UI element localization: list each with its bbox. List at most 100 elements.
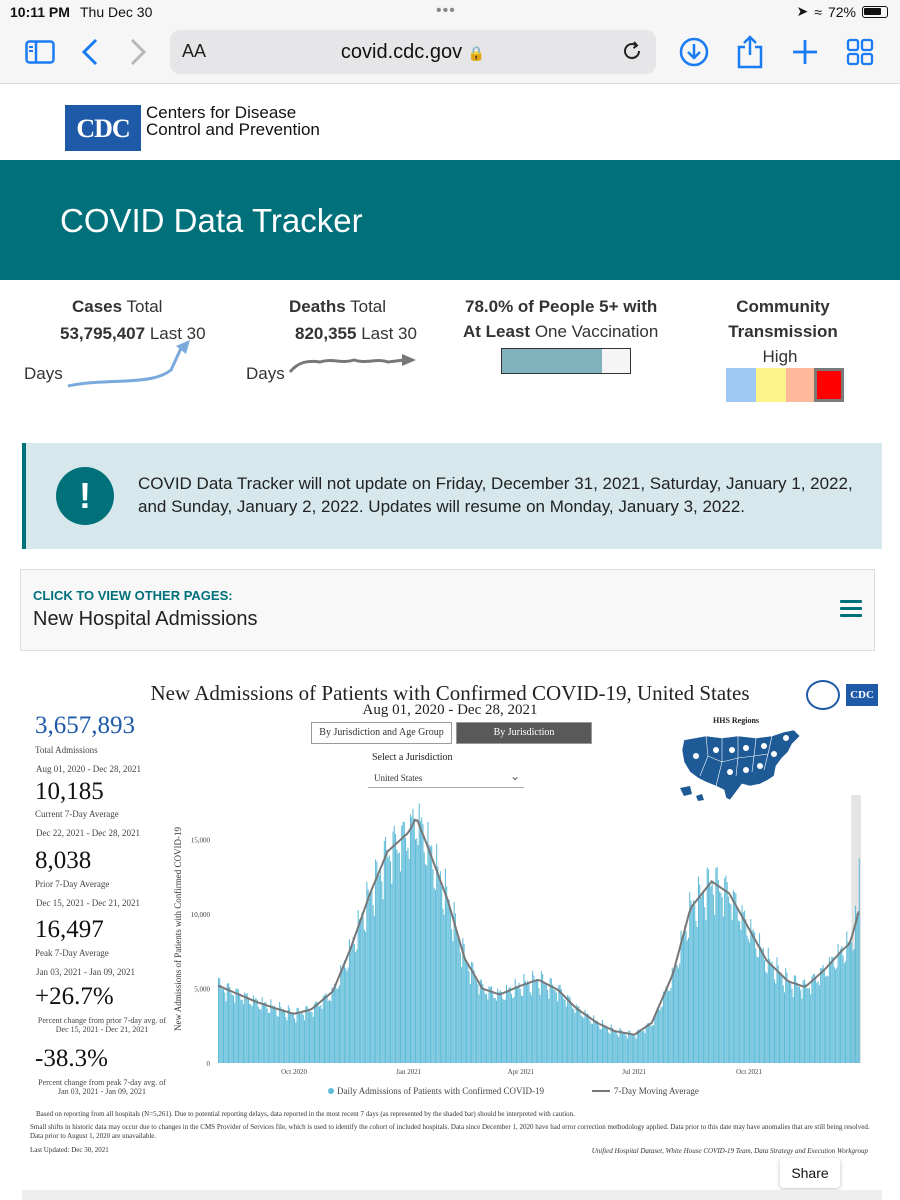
cdc-org-name[interactable]: Centers for Disease Control and Preventi…: [146, 103, 320, 139]
hhs-regions-map[interactable]: [676, 726, 816, 806]
admissions-bar: [715, 868, 717, 1063]
admissions-bar: [362, 916, 364, 1063]
admissions-bar: [476, 981, 478, 1063]
text-size-button[interactable]: AA: [182, 41, 207, 61]
deaths-value[interactable]: 820,355 Last 30: [295, 324, 417, 343]
page-chooser-cta: CLICK TO VIEW OTHER PAGES:: [33, 588, 233, 603]
admissions-bar: [265, 1002, 267, 1063]
jurisdiction-select[interactable]: United States ⌄: [368, 768, 524, 788]
admissions-bar: [650, 1026, 652, 1063]
admissions-bar: [256, 999, 258, 1063]
tab-overview-icon[interactable]: [842, 34, 878, 70]
admissions-bar: [396, 849, 398, 1063]
vaccination-line1[interactable]: 78.0% of People 5+ with: [465, 297, 658, 316]
admissions-bar: [610, 1024, 612, 1063]
admissions-bar: [663, 991, 665, 1063]
new-tab-icon[interactable]: [787, 34, 823, 70]
admissions-bar: [311, 1012, 313, 1063]
admissions-bar: [529, 992, 531, 1063]
stat-date-range: Dec 22, 2021 - Dec 28, 2021: [36, 828, 140, 838]
cdc-logo[interactable]: CDC: [65, 105, 141, 151]
transmission-level-swatch: [786, 368, 814, 402]
vaccination-line2[interactable]: At Least One Vaccination: [463, 322, 659, 341]
share-icon[interactable]: [732, 34, 768, 70]
admissions-bar: [447, 900, 449, 1063]
multitasking-dots-icon[interactable]: •••: [436, 2, 456, 19]
admissions-bar: [446, 886, 448, 1063]
admissions-bar: [677, 968, 680, 1063]
admissions-bar: [508, 987, 510, 1063]
admissions-bar: [831, 956, 833, 1063]
admissions-bar: [472, 962, 474, 1063]
reload-icon[interactable]: [620, 39, 644, 68]
admissions-bar: [229, 987, 231, 1063]
admissions-bar: [363, 929, 365, 1063]
address-bar[interactable]: AA covid.cdc.gov 🔒: [170, 30, 656, 74]
tab-by-jurisdiction[interactable]: By Jurisdiction: [456, 722, 592, 744]
admissions-bar: [438, 875, 440, 1063]
admissions-chart[interactable]: 0 5,000 10,000 15,000 Oct 2020 Jan 2021 Apr 20…: [168, 795, 874, 1110]
admissions-bar: [793, 975, 795, 1063]
admissions-bar: [716, 867, 718, 1063]
admissions-bar: [780, 972, 782, 1063]
deaths-label[interactable]: Deaths Total: [289, 297, 387, 316]
admissions-bar: [519, 988, 521, 1063]
admissions-bar: [558, 984, 560, 1063]
admissions-bar: [575, 1004, 577, 1063]
admissions-bar: [346, 971, 348, 1063]
community-line1[interactable]: Community: [736, 297, 830, 316]
page-chooser[interactable]: CLICK TO VIEW OTHER PAGES: New Hospital …: [20, 569, 875, 651]
admissions-bar: [333, 983, 335, 1063]
admissions-bar: [320, 1005, 322, 1063]
forward-icon[interactable]: [120, 34, 156, 70]
share-button[interactable]: Share: [780, 1158, 840, 1188]
cases-label[interactable]: Cases Total: [72, 297, 163, 316]
deaths-trend-sparkline[interactable]: [288, 350, 420, 380]
admissions-bar: [483, 990, 485, 1063]
admissions-bar: [330, 1001, 332, 1063]
stat-value: 10,185: [35, 778, 104, 805]
page-title: COVID Data Tracker: [60, 202, 363, 239]
admissions-bar: [236, 988, 238, 1063]
admissions-bar: [624, 1032, 626, 1063]
admissions-bar: [341, 968, 343, 1063]
vaccination-progress-bar[interactable]: [501, 348, 631, 374]
community-level: High: [762, 347, 798, 366]
admissions-bar: [326, 996, 328, 1063]
admissions-bar: [737, 920, 739, 1063]
admissions-bar: [392, 831, 394, 1063]
admissions-bar: [766, 973, 768, 1063]
community-line2[interactable]: Transmission: [728, 322, 838, 341]
recent-data-shade: [851, 795, 861, 1063]
admissions-bar: [414, 839, 417, 1063]
sidebar-icon[interactable]: [22, 34, 58, 70]
cases-trend-sparkline[interactable]: [66, 330, 192, 392]
moving-average-line: [217, 818, 860, 1036]
browser-toolbar: AA covid.cdc.gov 🔒: [0, 24, 900, 84]
jurisdiction-select-value: United States: [374, 773, 423, 783]
page-bottom-strip: [22, 1190, 882, 1200]
admissions-bar: [390, 861, 392, 1063]
tab-by-jurisdiction-age-group[interactable]: By Jurisdiction and Age Group: [311, 722, 452, 744]
admissions-bar: [643, 1030, 645, 1063]
admissions-bar: [730, 904, 732, 1063]
legend-bars-marker: [328, 1088, 334, 1094]
admissions-bar: [615, 1031, 617, 1063]
admissions-bar: [306, 1005, 308, 1063]
admissions-bar: [395, 833, 397, 1063]
admissions-bar: [540, 971, 542, 1063]
downloads-icon[interactable]: [676, 34, 712, 70]
admissions-bar: [275, 1009, 277, 1063]
admissions-bar: [649, 1025, 651, 1063]
back-icon[interactable]: [72, 34, 108, 70]
admissions-bar: [596, 1020, 599, 1063]
hamburger-menu-icon[interactable]: [840, 600, 862, 618]
admissions-bar: [408, 858, 410, 1063]
cases-value[interactable]: 53,795,407 Last 30: [60, 324, 206, 343]
jurisdiction-select-label: Select a Jurisdiction: [372, 752, 453, 763]
admissions-bar: [554, 990, 556, 1063]
admissions-bar: [573, 1009, 575, 1063]
admissions-bar: [655, 1011, 657, 1063]
admissions-bar: [752, 929, 754, 1063]
admissions-bar: [782, 985, 784, 1063]
